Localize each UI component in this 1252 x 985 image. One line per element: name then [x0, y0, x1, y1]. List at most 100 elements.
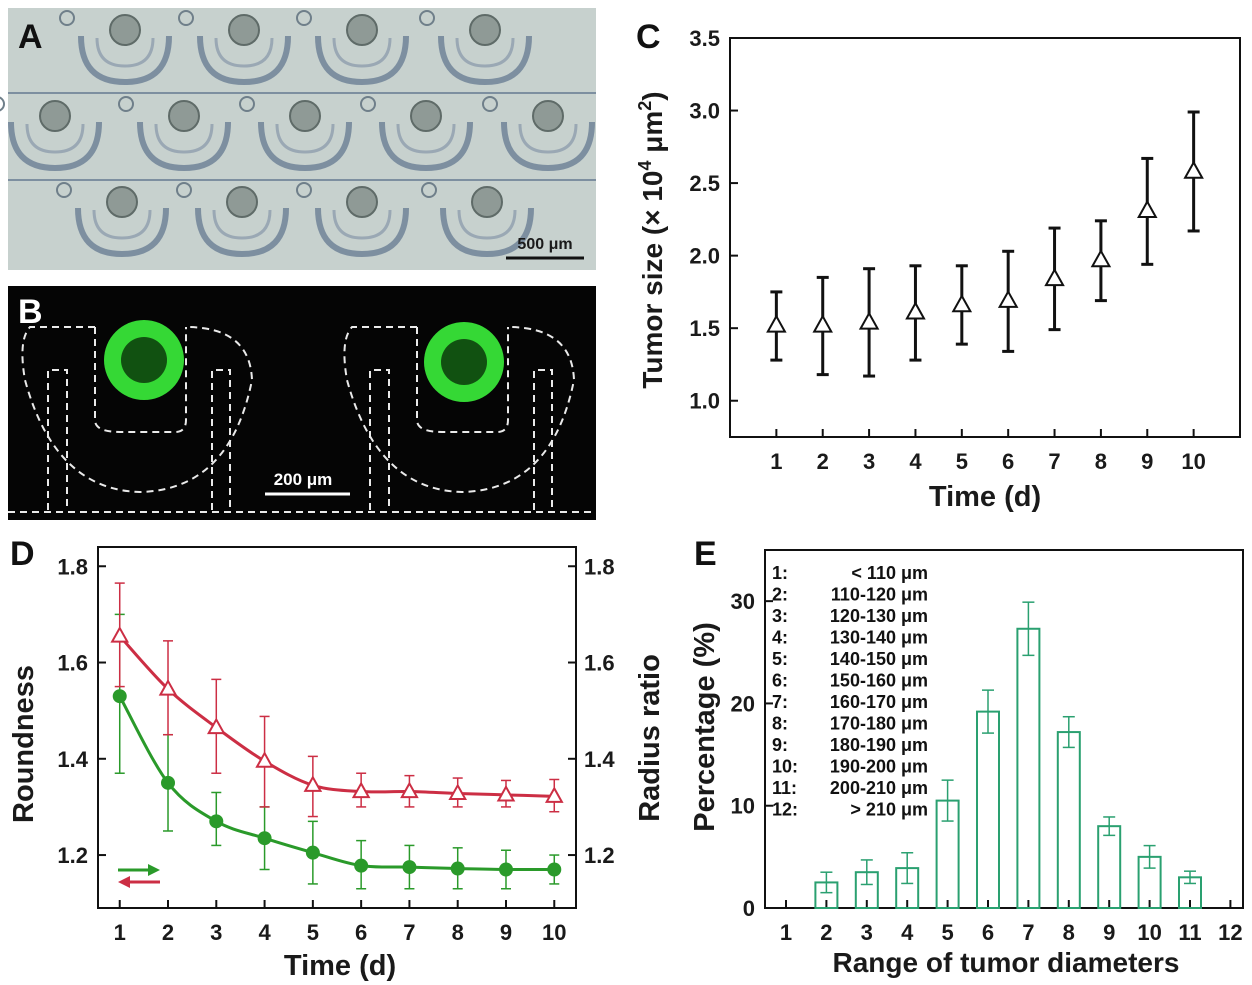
pillar — [176, 182, 192, 198]
trap-cup-outline — [94, 327, 187, 433]
left-y-tick-label: 1.6 — [57, 651, 88, 676]
panel-e-bars — [814, 601, 1202, 910]
data-point-roundness — [112, 689, 127, 704]
data-point-radius-ratio — [496, 784, 516, 802]
legend-item-number: 12: — [772, 800, 798, 820]
x-tick-label: 11 — [1178, 920, 1201, 945]
trap-inner — [154, 123, 214, 154]
trap-outlines — [8, 326, 596, 513]
spheroid-core — [121, 337, 167, 383]
trap-left-arm — [369, 369, 390, 510]
legend-item-number: 10: — [772, 757, 798, 777]
legend-item-range: 200-210 μm — [830, 778, 928, 798]
spheroid — [346, 186, 378, 218]
x-tick-label: 4 — [901, 920, 914, 945]
data-point-radius-ratio — [206, 717, 226, 735]
series-line-right — [118, 635, 555, 798]
data-point — [1044, 267, 1065, 287]
trap-inner — [332, 37, 392, 68]
data-point-radius-ratio — [544, 786, 564, 803]
x-tick-label: 8 — [452, 920, 464, 945]
panel-c-x-axis: 1 2 3 4 5 6 7 8 9 10 — [770, 429, 1206, 474]
x-tick-label: 12 — [1218, 920, 1242, 945]
spheroid — [39, 100, 71, 132]
data-point — [766, 314, 787, 333]
trap-inner — [212, 209, 272, 240]
trap-left-arm — [47, 369, 68, 510]
trap-structure — [258, 121, 352, 172]
legend-item-number: 5: — [772, 649, 788, 669]
trap-inner — [396, 123, 456, 154]
trap-inner — [457, 209, 517, 240]
panel-d-right-y-axis: 1.2 1.4 1.6 1.8 — [568, 554, 615, 868]
panel-d-x-axis: 1 2 3 4 5 6 7 8 9 10 — [114, 900, 567, 945]
data-point-radius-ratio — [158, 678, 178, 696]
right-y-tick-label: 1.6 — [584, 651, 615, 676]
pillar — [118, 96, 134, 112]
spheroid — [228, 14, 260, 46]
y-tick-label: 2.0 — [689, 244, 720, 269]
data-point-roundness — [498, 862, 513, 877]
panel-d-letter: D — [10, 535, 35, 573]
trap-inner — [518, 123, 578, 154]
legend-item-number: 6: — [772, 671, 788, 691]
legend-item-range: 160-170 μm — [830, 692, 928, 712]
trap-structure — [75, 207, 169, 258]
panel-d-roundness-chart: D 1.21.41.61.8 1.21.41.61.8 1 2 3 4 5 6 7 8 9 10 … — [8, 535, 666, 982]
right-arrow-icon — [148, 864, 160, 876]
x-tick-label: 4 — [258, 920, 271, 945]
x-tick-label: 5 — [307, 920, 319, 945]
panel-e-y-axis-title: Percentage (%) — [689, 622, 721, 832]
panel-c-data-marks — [766, 110, 1204, 378]
panel-c-letter: C — [636, 18, 661, 56]
legend-item-range: 140-150 μm — [830, 649, 928, 669]
data-point-roundness — [209, 814, 224, 829]
legend-item-number: 11: — [772, 778, 797, 798]
trap-right-arm — [211, 369, 231, 510]
x-tick-label: 1 — [114, 920, 126, 945]
legend-item-range: 170-180 μm — [830, 714, 928, 734]
bar — [1097, 825, 1122, 910]
y-tick-label: 1.0 — [689, 389, 720, 414]
spheroid — [289, 100, 321, 132]
trap-structure — [8, 121, 102, 172]
x-tick-label: 5 — [941, 920, 953, 945]
x-tick-label: 9 — [500, 920, 512, 945]
trap-structure — [438, 35, 532, 86]
y-tick-label: 0 — [743, 896, 755, 921]
left-y-tick-label: 1.8 — [57, 554, 88, 579]
panel-e-legend: 1: < 110 μm 2: 110-120 μm 3: 120-130 μm 4: 130-… — [772, 563, 928, 820]
left-y-tick-label: 1.4 — [57, 747, 88, 772]
legend-item-number: 8: — [772, 714, 788, 734]
spheroid — [471, 186, 503, 218]
panel-c-tumor-size-chart: C 1.0 1.5 2.0 2.5 3.0 3.5 1 2 3 4 5 6 7 8 9 10 Time (d… — [635, 18, 1241, 513]
x-tick-label: 1 — [770, 449, 782, 474]
data-point — [1183, 160, 1204, 179]
y-tick-label: 3.0 — [689, 99, 720, 124]
x-tick-label: 1 — [780, 920, 792, 945]
trap-structure — [137, 121, 231, 172]
x-tick-label: 8 — [1095, 449, 1107, 474]
legend-item-range: 130-140 μm — [830, 628, 928, 648]
trap-structure — [379, 121, 473, 172]
panel-b-letter: B — [18, 293, 43, 331]
trap-array — [0, 10, 596, 258]
pillar — [360, 96, 376, 112]
data-point-radius-ratio — [110, 625, 130, 643]
panel-c-x-axis-title: Time (d) — [929, 481, 1041, 513]
legend-item-range: 190-200 μm — [830, 757, 928, 777]
data-point — [1137, 199, 1158, 218]
right-y-tick-label: 1.2 — [584, 843, 615, 868]
data-point — [858, 311, 880, 330]
y-tick-label: 2.5 — [689, 171, 720, 196]
pillar — [56, 182, 72, 198]
x-tick-label: 6 — [355, 920, 367, 945]
spheroid — [168, 100, 200, 132]
x-tick-label: 6 — [982, 920, 994, 945]
panel-c-y-axis-title: Tumor size (× 104 μm2) — [635, 91, 668, 388]
trap-structure — [315, 207, 409, 258]
panel-b: 200 μm B — [8, 286, 596, 520]
panel-d-data-marks — [110, 582, 564, 890]
